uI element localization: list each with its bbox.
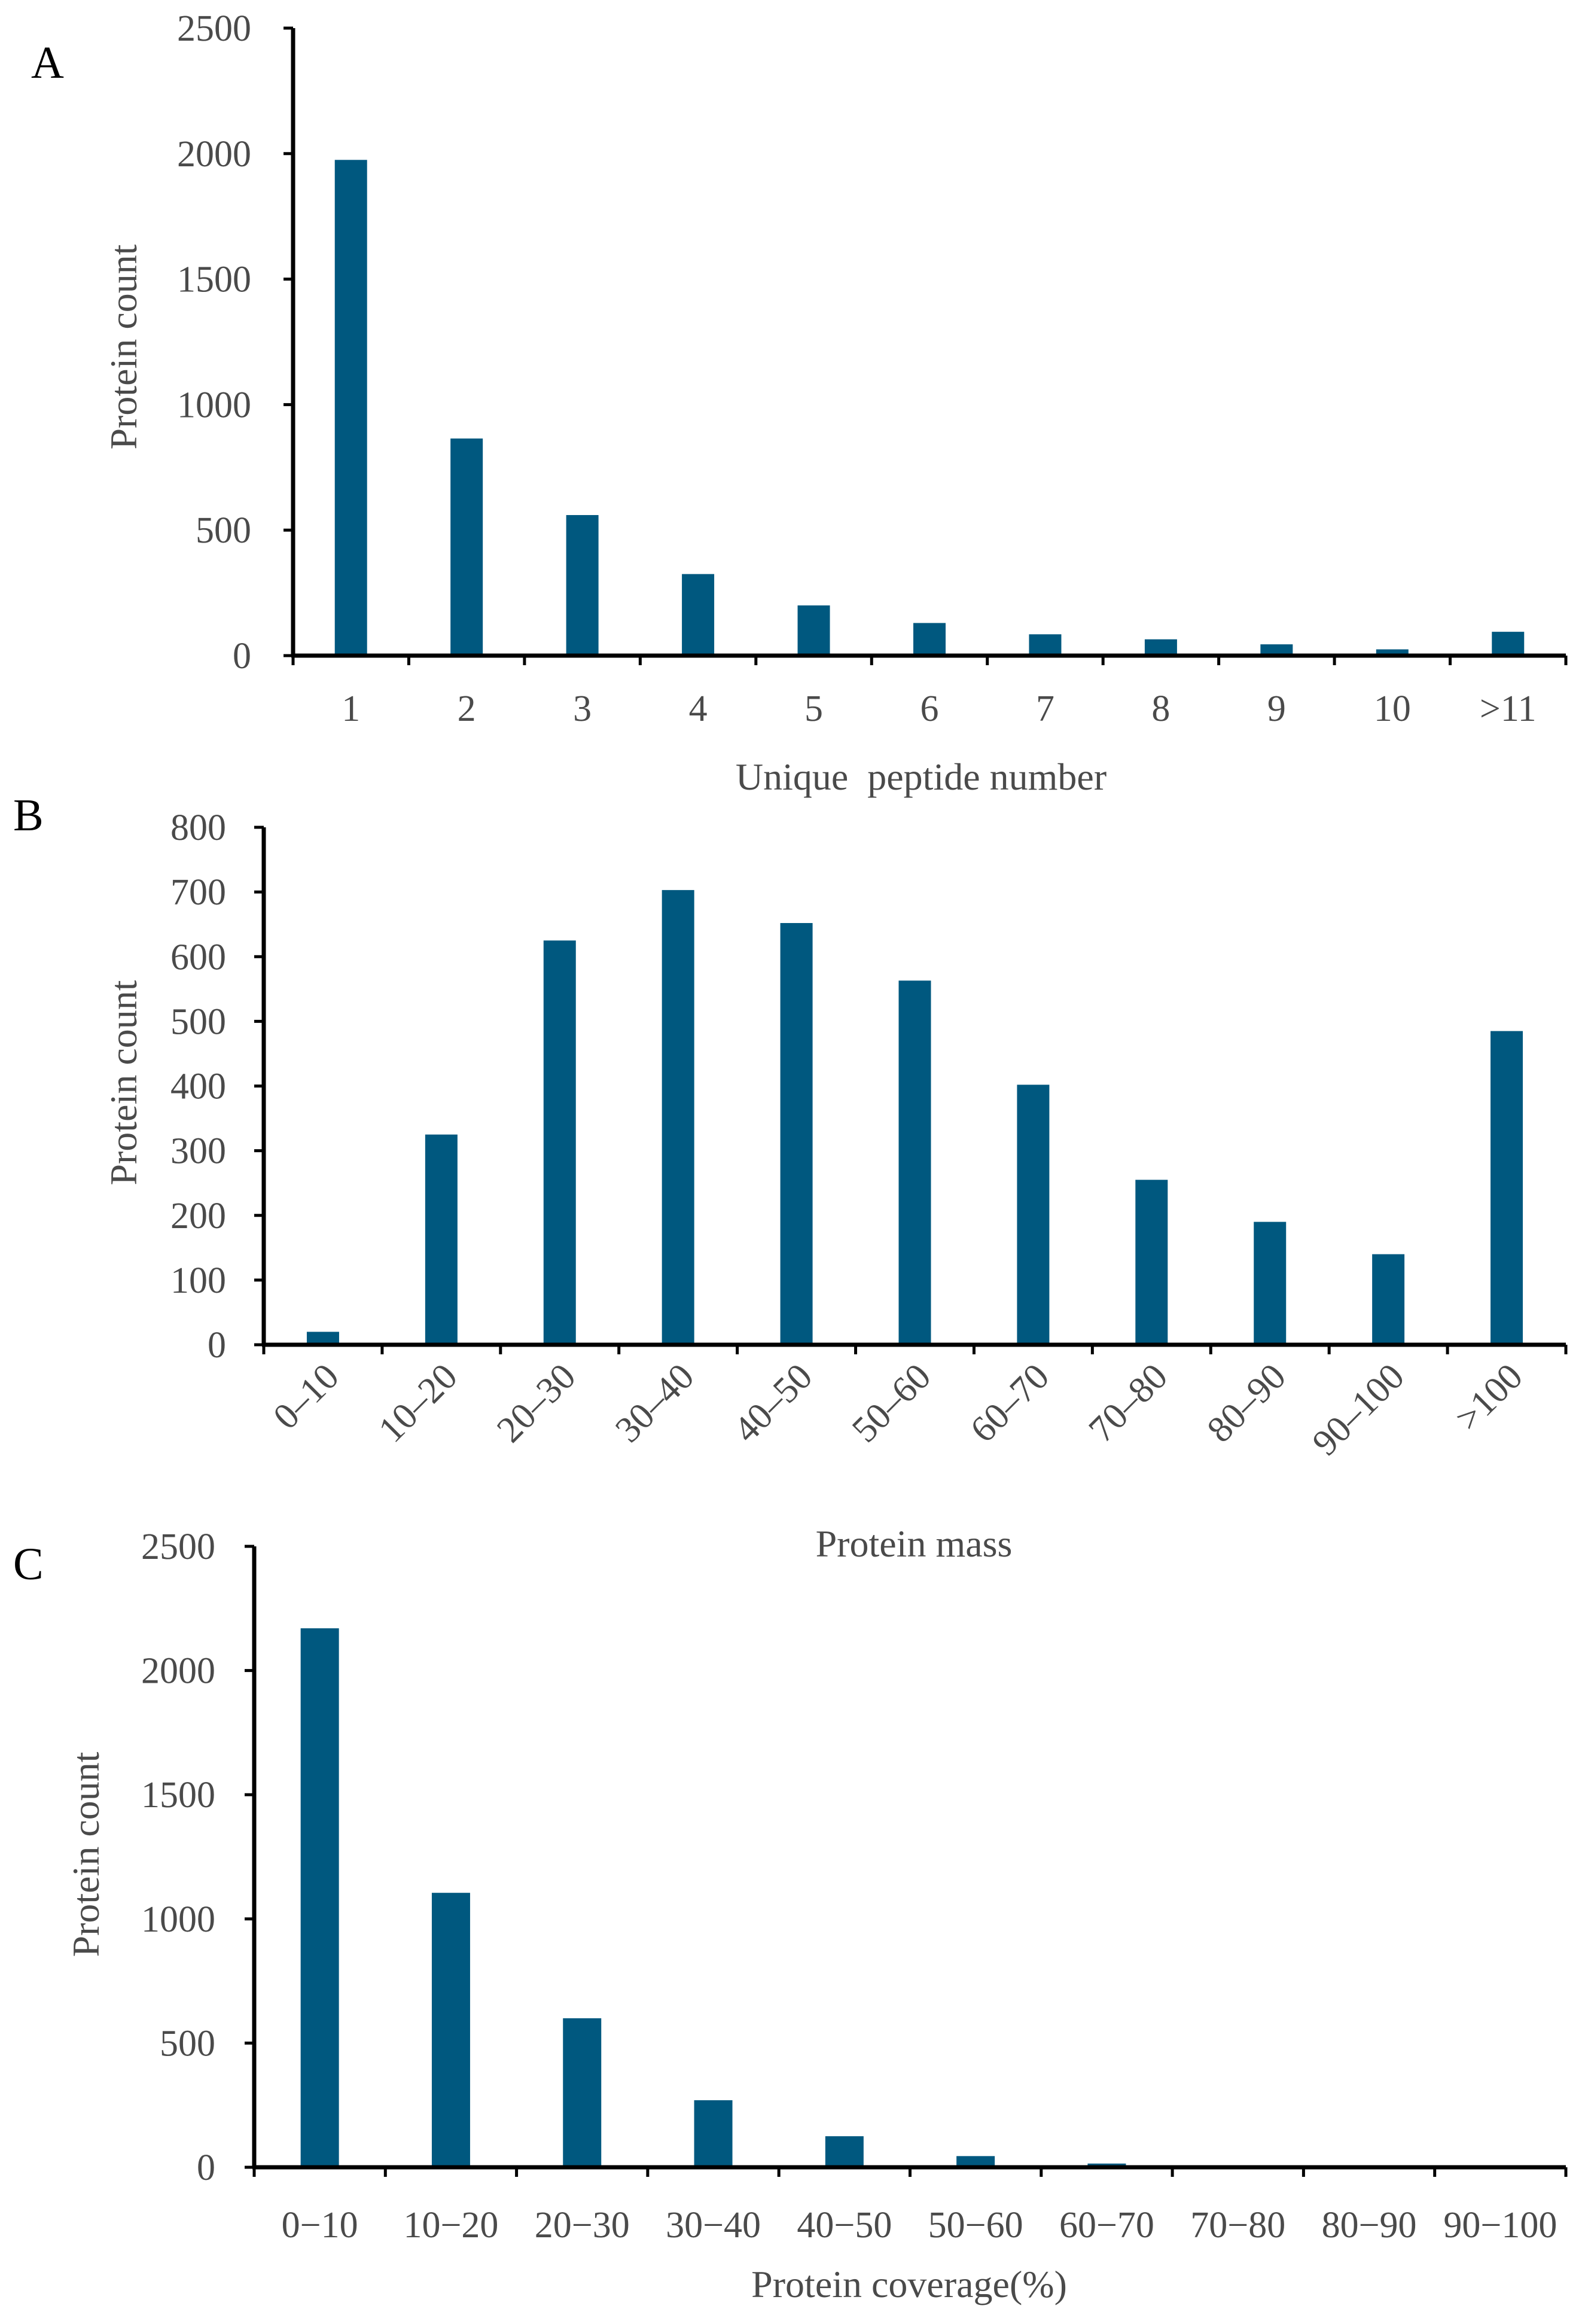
x-axis-title-b: Protein mass <box>816 1522 1013 1565</box>
bar-b-5 <box>780 923 813 1345</box>
bar-a-8 <box>1144 639 1177 656</box>
x-tick-label-b: 80–90 <box>1199 1356 1294 1451</box>
x-tick-label-b: >100 <box>1447 1356 1531 1439</box>
x-axis-title-c: Protein coverage(%) <box>751 2263 1067 2305</box>
x-tick-label-b: 0–10 <box>266 1356 347 1437</box>
panel-label-a: A <box>31 38 64 88</box>
y-tick-label-c: 1500 <box>141 1775 215 1816</box>
bar-c-1 <box>300 1628 339 2167</box>
x-tick-label-c: 40−50 <box>797 2205 892 2246</box>
x-tick-label-a: 1 <box>342 689 360 729</box>
y-tick-label-b: 400 <box>170 1067 226 1107</box>
bar-c-4 <box>694 2100 733 2167</box>
bar-b-9 <box>1254 1222 1287 1345</box>
bars-b: 0 100 200 300 400 500 600 700 800 0–10 10–20 20–30 3… <box>170 808 1568 1464</box>
y-tick-label-a: 0 <box>233 636 251 677</box>
bars-c: 0 500 1000 1500 2000 2500 0−10 10−20 20−30 30−40 4… <box>141 1527 1568 2246</box>
panel-label-b: B <box>13 790 44 840</box>
y-tick-label-b: 700 <box>170 872 226 913</box>
bar-a-9 <box>1260 644 1293 656</box>
y-tick-label-b: 600 <box>170 937 226 977</box>
x-tick-label-a: >11 <box>1480 689 1537 729</box>
y-tick-label-c: 2500 <box>141 1527 215 1567</box>
bar-c-3 <box>563 2018 602 2167</box>
bar-b-3 <box>543 940 576 1345</box>
y-tick-label-a: 1000 <box>177 385 251 425</box>
y-axis-title-c: Protein count <box>65 1752 107 1957</box>
x-tick-label-b: 30–40 <box>608 1356 702 1451</box>
y-tick-label-b: 0 <box>208 1325 226 1366</box>
x-tick-label-a: 6 <box>920 689 939 729</box>
chart-panel-a: A Protein count Unique peptide number 0 5… <box>31 8 1568 798</box>
x-tick-label-c: 10−20 <box>403 2205 498 2246</box>
x-tick-label-c: 70−80 <box>1190 2205 1285 2246</box>
x-tick-label-c: 80−90 <box>1322 2205 1417 2246</box>
bar-c-5 <box>825 2136 864 2167</box>
x-tick-label-c: 50−60 <box>928 2205 1023 2246</box>
bar-b-11 <box>1490 1031 1523 1345</box>
x-tick-label-b: 70–80 <box>1081 1356 1176 1451</box>
x-tick-label-a: 10 <box>1374 689 1411 729</box>
bar-a-7 <box>1029 634 1062 656</box>
y-axis-title-b: Protein count <box>102 980 145 1185</box>
y-axis-title-a: Protein count <box>102 244 145 449</box>
y-tick-label-b: 800 <box>170 808 226 848</box>
x-tick-label-b: 10–20 <box>371 1356 465 1451</box>
y-tick-label-a: 2500 <box>177 8 251 49</box>
bar-a-11 <box>1492 632 1525 656</box>
y-tick-label-b: 100 <box>170 1260 226 1301</box>
x-tick-label-b: 40–50 <box>726 1356 821 1451</box>
x-tick-label-b: 20–30 <box>489 1356 584 1451</box>
x-tick-label-c: 20−30 <box>535 2205 630 2246</box>
y-tick-label-c: 500 <box>160 2023 215 2064</box>
bar-a-3 <box>566 515 599 656</box>
chart-panel-c: C Protein count Protein coverage(%) 0 500… <box>13 1527 1568 2305</box>
y-tick-label-c: 0 <box>197 2148 215 2188</box>
bar-a-1 <box>334 160 367 656</box>
bar-b-7 <box>1017 1085 1050 1345</box>
bar-a-4 <box>682 574 715 656</box>
bar-c-2 <box>431 1893 470 2167</box>
bar-b-1 <box>306 1332 339 1345</box>
bar-a-5 <box>797 605 830 656</box>
bar-c-6 <box>956 2156 995 2167</box>
y-tick-label-b: 300 <box>170 1131 226 1172</box>
y-tick-label-a: 1500 <box>177 260 251 300</box>
x-tick-label-b: 90–100 <box>1304 1356 1412 1464</box>
x-tick-label-c: 30−40 <box>666 2205 761 2246</box>
bar-b-10 <box>1372 1254 1405 1345</box>
x-tick-label-a: 4 <box>689 689 708 729</box>
x-tick-label-b: 60–70 <box>963 1356 1057 1451</box>
x-tick-label-c: 90−100 <box>1443 2205 1557 2246</box>
x-tick-label-a: 2 <box>458 689 476 729</box>
x-tick-label-c: 60−70 <box>1059 2205 1154 2246</box>
bars-a: 0 500 1000 1500 2000 2500 1 2 3 4 5 6 7 8 9 10 >11 <box>177 8 1568 729</box>
x-tick-label-b: 50–60 <box>845 1356 939 1451</box>
chart-panel-b: B Protein count Protein mass 0 100 200 300 4… <box>13 790 1568 1565</box>
y-tick-label-a: 500 <box>196 510 251 551</box>
x-tick-label-a: 9 <box>1267 689 1286 729</box>
panel-label-c: C <box>13 1539 44 1589</box>
x-tick-label-a: 5 <box>804 689 823 729</box>
y-tick-label-c: 2000 <box>141 1651 215 1692</box>
bar-a-10 <box>1376 649 1409 656</box>
x-tick-label-a: 7 <box>1036 689 1054 729</box>
bar-a-6 <box>913 623 946 656</box>
x-tick-label-c: 0−10 <box>282 2205 358 2246</box>
y-tick-label-b: 500 <box>170 1001 226 1042</box>
y-tick-label-b: 200 <box>170 1196 226 1236</box>
x-tick-label-a: 3 <box>573 689 592 729</box>
y-tick-label-c: 1000 <box>141 1899 215 1940</box>
x-axis-title-a: Unique peptide number <box>736 756 1107 798</box>
bar-a-2 <box>450 438 483 656</box>
bar-b-4 <box>662 890 694 1345</box>
bar-b-8 <box>1135 1180 1168 1345</box>
x-tick-label-a: 8 <box>1151 689 1170 729</box>
bar-b-2 <box>425 1134 458 1345</box>
y-tick-label-a: 2000 <box>177 134 251 175</box>
bar-b-6 <box>898 980 931 1345</box>
